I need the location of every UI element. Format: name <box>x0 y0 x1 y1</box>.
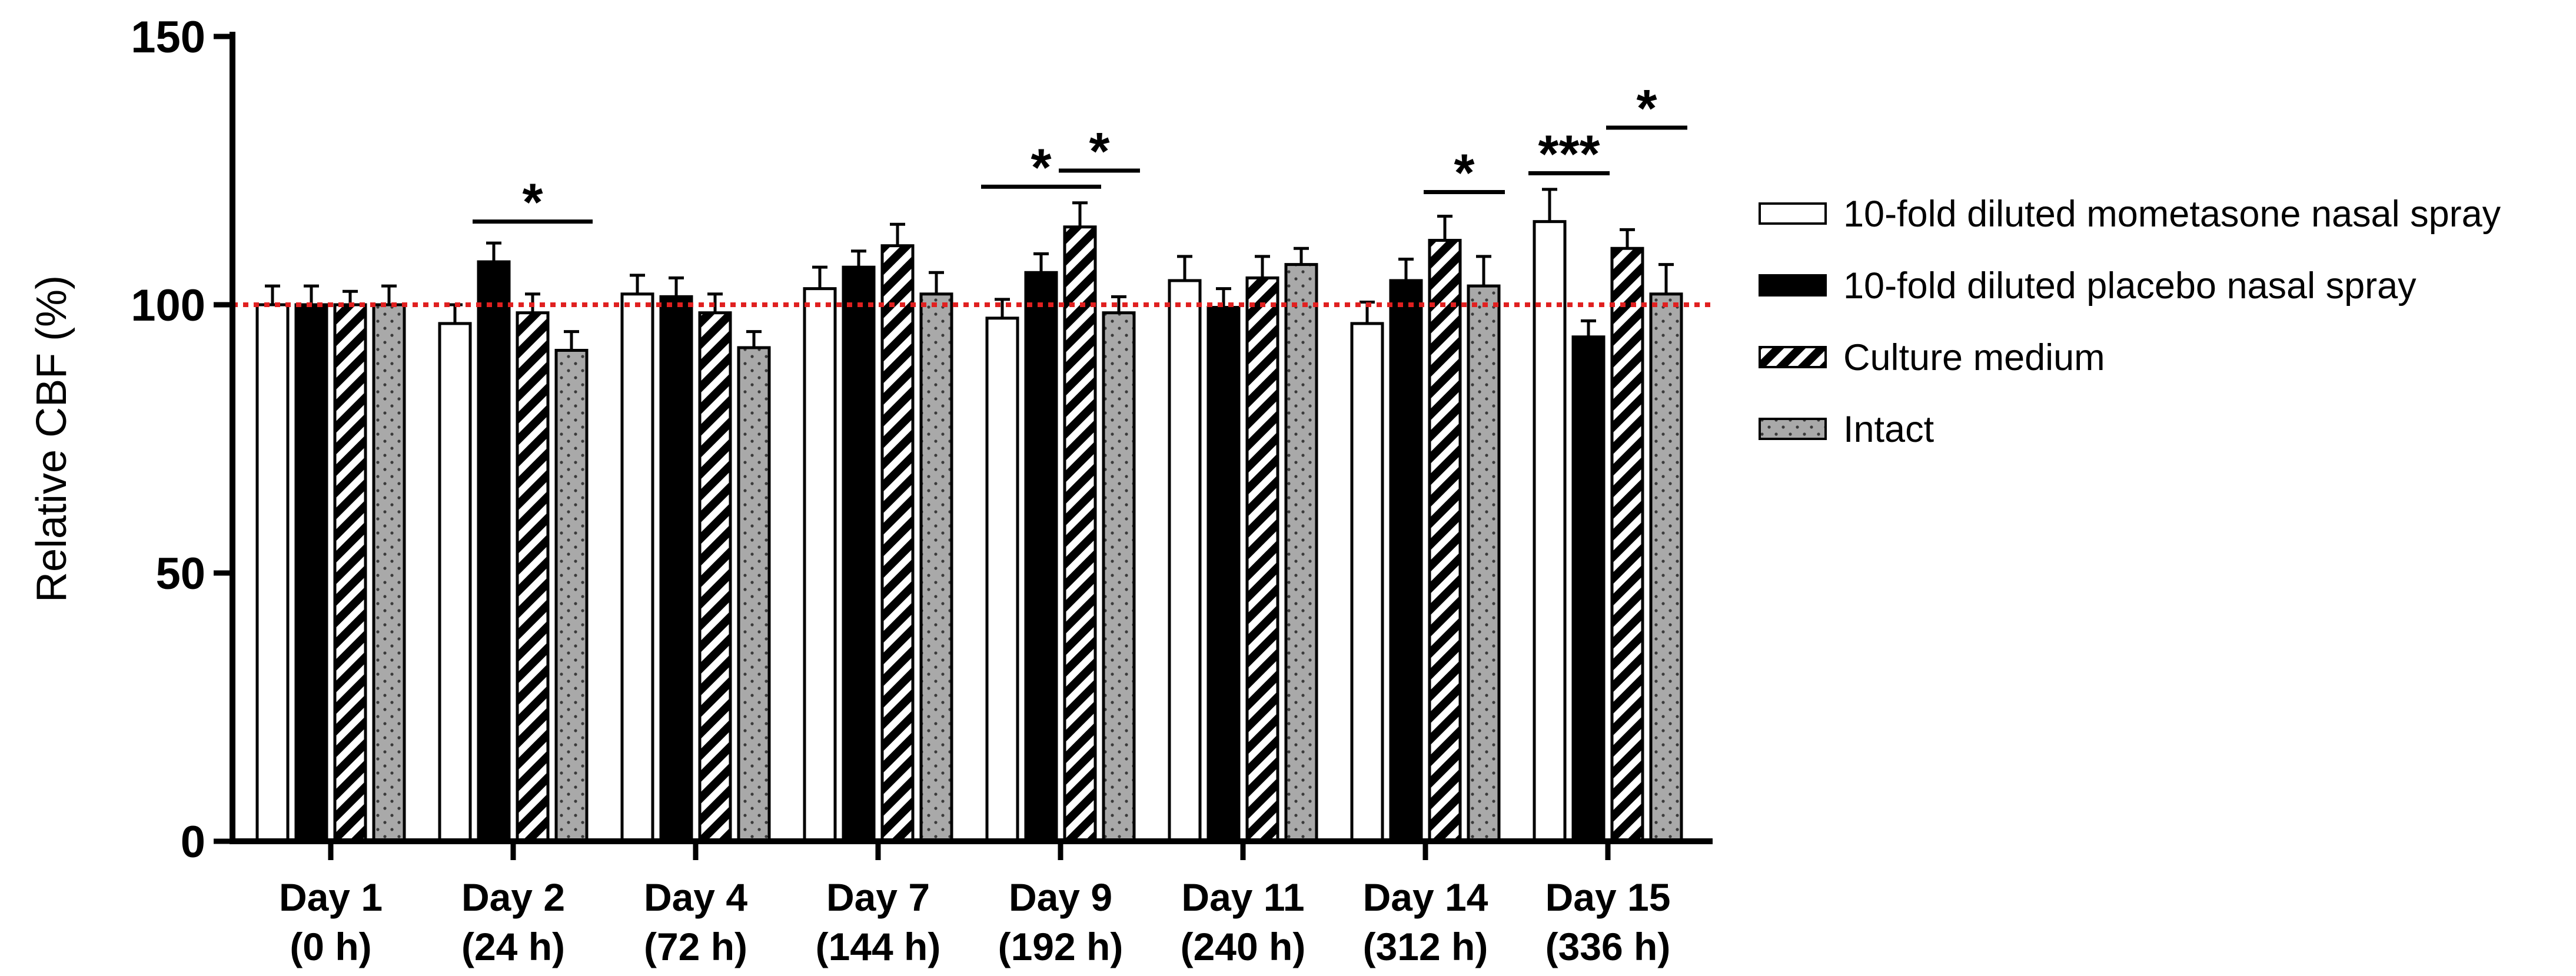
bar <box>554 349 589 843</box>
bar <box>1206 306 1241 843</box>
legend-label: 10-fold diluted placebo nasal spray <box>1843 265 2417 307</box>
significance-label: * <box>1031 138 1051 197</box>
x-tick-label-day: Day 14 <box>1363 875 1488 919</box>
bar <box>842 265 876 843</box>
bar <box>1610 247 1644 843</box>
bar <box>1350 322 1384 843</box>
legend-label: 10-fold diluted mometasone nasal spray <box>1843 194 2501 235</box>
bar <box>1024 271 1058 843</box>
bar <box>737 346 771 843</box>
bar <box>372 303 406 843</box>
x-tick-label-hours: (24 h) <box>461 925 565 968</box>
y-axis-title: Relative CBF (%) <box>28 275 75 602</box>
significance-label: * <box>1089 122 1109 181</box>
bar <box>1389 279 1423 843</box>
bar <box>1428 239 1462 843</box>
bar <box>880 244 915 843</box>
significance-label: *** <box>1538 125 1600 184</box>
x-tick-label-day: Day 4 <box>644 875 747 919</box>
bar <box>438 322 472 843</box>
legend-label: Intact <box>1843 409 1935 450</box>
bar <box>1571 335 1606 843</box>
x-tick-label-hours: (144 h) <box>816 925 941 968</box>
x-tick-label-hours: (72 h) <box>644 925 747 968</box>
bar <box>1102 311 1136 843</box>
x-tick-label-day: Day 11 <box>1181 875 1304 919</box>
y-tick-label: 150 <box>131 12 205 62</box>
significance-label: * <box>522 174 543 232</box>
bar <box>255 303 290 843</box>
x-tick-label-hours: (312 h) <box>1363 925 1488 968</box>
legend-swatch <box>1759 418 1827 440</box>
y-tick-label: 0 <box>181 817 205 867</box>
bar <box>1245 276 1279 843</box>
y-tick-label: 100 <box>131 281 205 331</box>
x-tick-label-hours: (240 h) <box>1181 925 1306 968</box>
significance-label: * <box>1636 79 1657 138</box>
bar <box>620 292 654 843</box>
x-tick-label-day: Day 9 <box>1009 875 1112 919</box>
bar <box>1063 225 1097 843</box>
x-tick-label-hours: (336 h) <box>1545 925 1671 968</box>
legend-swatch <box>1759 274 1827 297</box>
legend-swatch <box>1759 346 1827 368</box>
bar <box>985 317 1019 843</box>
legend: 10-fold diluted mometasone nasal spray 10… <box>1759 194 2501 450</box>
x-tick-label-hours: (192 h) <box>998 925 1124 968</box>
x-tick-label-hours: (0 h) <box>290 925 371 968</box>
bar <box>803 287 837 843</box>
legend-label: Culture medium <box>1843 337 2105 378</box>
bar <box>1649 292 1683 843</box>
x-tick-label-day: Day 7 <box>826 875 930 919</box>
x-tick-label-day: Day 15 <box>1545 875 1671 919</box>
bar <box>1168 279 1202 843</box>
y-tick-label: 50 <box>155 549 205 599</box>
significance-label: * <box>1454 144 1474 202</box>
bar <box>1467 284 1501 843</box>
bar <box>333 303 367 843</box>
x-tick-label-day: Day 1 <box>279 875 383 919</box>
bar <box>919 292 953 843</box>
x-tick-label-day: Day 2 <box>461 875 565 919</box>
bar <box>698 311 732 843</box>
plot-area: 0 50 100 150 Relative CBF (%) Day 1 (0 h) Day 2… <box>28 12 1713 968</box>
bar <box>659 295 693 843</box>
legend-swatch <box>1759 202 1827 225</box>
bar <box>294 303 328 843</box>
bar <box>1284 263 1318 843</box>
bar <box>516 311 550 843</box>
bar <box>1533 220 1567 843</box>
bar <box>477 260 511 843</box>
